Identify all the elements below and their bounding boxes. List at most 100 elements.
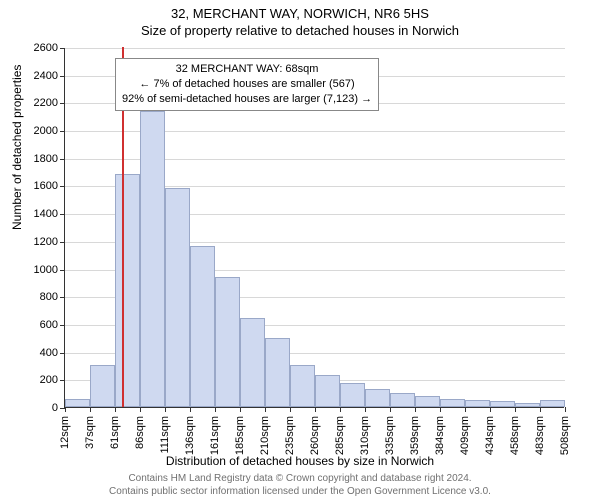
gridline [65, 48, 565, 49]
x-tick [290, 407, 291, 412]
x-tick [465, 407, 466, 412]
x-tick [540, 407, 541, 412]
y-axis-label: Number of detached properties [10, 65, 24, 230]
x-tick-label: 384sqm [434, 416, 446, 455]
histogram-bar [165, 188, 190, 407]
x-tick [390, 407, 391, 412]
y-tick [60, 159, 65, 160]
x-tick-label: 458sqm [509, 416, 521, 455]
y-tick-label: 2200 [18, 97, 58, 109]
x-tick-label: 359sqm [409, 416, 421, 455]
annotation-line2: ← 7% of detached houses are smaller (567… [122, 77, 372, 92]
histogram-bar [65, 399, 90, 407]
x-tick-label: 335sqm [384, 416, 396, 455]
y-tick-label: 0 [18, 402, 58, 414]
x-tick [515, 407, 516, 412]
x-tick [90, 407, 91, 412]
title-address: 32, MERCHANT WAY, NORWICH, NR6 5HS [0, 6, 600, 21]
x-tick-label: 409sqm [459, 416, 471, 455]
x-tick [65, 407, 66, 412]
x-tick [490, 407, 491, 412]
histogram-bar [515, 403, 540, 407]
x-tick-label: 508sqm [559, 416, 571, 455]
x-axis-label: Distribution of detached houses by size … [0, 454, 600, 468]
y-tick-label: 2400 [18, 70, 58, 82]
y-tick-label: 200 [18, 374, 58, 386]
y-tick [60, 48, 65, 49]
annotation-line1: 32 MERCHANT WAY: 68sqm [122, 62, 372, 77]
x-tick-label: 310sqm [359, 416, 371, 455]
x-tick-label: 61sqm [109, 416, 121, 449]
y-tick-label: 2600 [18, 42, 58, 54]
x-tick [415, 407, 416, 412]
histogram-bar [415, 396, 440, 407]
histogram-bar [490, 401, 515, 407]
chart-area: 0200400600800100012001400160018002000220… [64, 48, 564, 408]
x-tick [165, 407, 166, 412]
histogram-bar [115, 174, 140, 407]
x-tick [265, 407, 266, 412]
y-tick [60, 242, 65, 243]
x-tick [240, 407, 241, 412]
x-tick-label: 86sqm [134, 416, 146, 449]
histogram-bar [265, 338, 290, 407]
x-tick-label: 483sqm [534, 416, 546, 455]
y-tick-label: 1600 [18, 180, 58, 192]
y-tick-label: 400 [18, 347, 58, 359]
y-tick [60, 103, 65, 104]
y-tick [60, 380, 65, 381]
x-tick-label: 161sqm [209, 416, 221, 455]
histogram-bar [390, 393, 415, 407]
histogram-bar [365, 389, 390, 407]
x-tick-label: 136sqm [184, 416, 196, 455]
histogram-bar [90, 365, 115, 407]
x-tick-label: 37sqm [84, 416, 96, 449]
histogram-bar [140, 111, 165, 407]
footer: Contains HM Land Registry data © Crown c… [0, 472, 600, 498]
x-tick-label: 235sqm [284, 416, 296, 455]
histogram-bar [290, 365, 315, 407]
x-tick [140, 407, 141, 412]
footer-line2: Contains public sector information licen… [0, 485, 600, 498]
histogram-bar [215, 277, 240, 407]
y-tick-label: 1400 [18, 208, 58, 220]
histogram-bar [465, 400, 490, 407]
x-tick [440, 407, 441, 412]
x-tick-label: 434sqm [484, 416, 496, 455]
x-tick-label: 12sqm [59, 416, 71, 449]
y-tick-label: 1800 [18, 153, 58, 165]
histogram-bar [315, 375, 340, 407]
y-tick-label: 2000 [18, 125, 58, 137]
y-tick [60, 131, 65, 132]
y-tick-label: 600 [18, 319, 58, 331]
annotation-line3: 92% of semi-detached houses are larger (… [122, 92, 372, 107]
annotation-box: 32 MERCHANT WAY: 68sqm← 7% of detached h… [115, 58, 379, 111]
x-tick-label: 111sqm [159, 416, 171, 454]
x-tick [340, 407, 341, 412]
plot-area: 0200400600800100012001400160018002000220… [64, 48, 564, 408]
x-tick [365, 407, 366, 412]
y-tick [60, 297, 65, 298]
y-tick-label: 1200 [18, 236, 58, 248]
y-tick [60, 214, 65, 215]
footer-line1: Contains HM Land Registry data © Crown c… [0, 472, 600, 485]
y-tick [60, 353, 65, 354]
x-tick-label: 210sqm [259, 416, 271, 455]
histogram-bar [540, 400, 565, 407]
x-tick [115, 407, 116, 412]
x-tick [315, 407, 316, 412]
y-tick-label: 800 [18, 291, 58, 303]
chart-title-block: 32, MERCHANT WAY, NORWICH, NR6 5HS Size … [0, 0, 600, 38]
x-tick-label: 185sqm [234, 416, 246, 455]
histogram-bar [440, 399, 465, 407]
histogram-bar [340, 383, 365, 407]
x-tick-label: 260sqm [309, 416, 321, 455]
y-tick-label: 1000 [18, 264, 58, 276]
y-tick [60, 270, 65, 271]
y-tick [60, 325, 65, 326]
y-tick [60, 186, 65, 187]
histogram-bar [240, 318, 265, 407]
y-tick [60, 76, 65, 77]
x-tick-label: 285sqm [334, 416, 346, 455]
x-tick [565, 407, 566, 412]
